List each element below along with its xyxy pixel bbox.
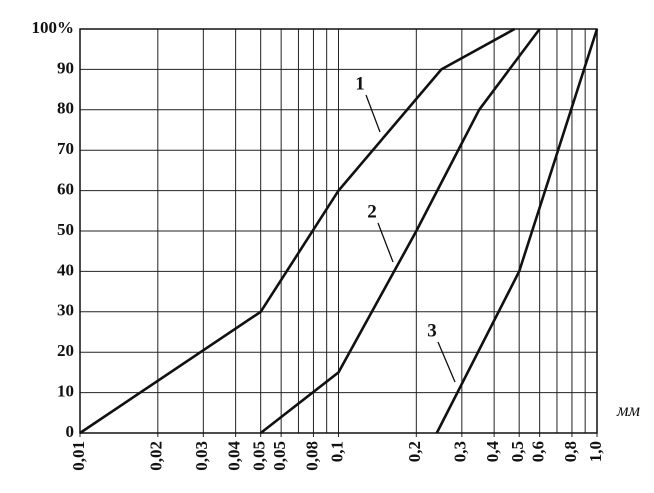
- x-axis-label: мм: [616, 400, 640, 420]
- x-tick-label: 0,03: [192, 441, 211, 471]
- x-tick-label: 0,05: [250, 441, 269, 471]
- x-tick-label: 0,6: [529, 441, 548, 462]
- x-tick-label: 0,2: [405, 441, 424, 462]
- curve: [435, 28, 599, 434]
- x-tick-label: 0,3: [451, 441, 470, 462]
- x-tick-label: 0,02: [147, 441, 166, 471]
- x-tick-label: 0,05: [270, 441, 289, 471]
- plot-frame: [79, 28, 598, 434]
- curve: [259, 28, 541, 435]
- y-tick-label: 100%: [32, 18, 75, 37]
- leader-line: [377, 222, 394, 263]
- x-tick-label: 0,01: [69, 441, 88, 471]
- curve: [79, 27, 516, 435]
- x-tick-label: 1,0: [586, 441, 605, 462]
- y-tick-label: 90: [57, 58, 74, 77]
- y-tick-label: 30: [57, 301, 74, 320]
- y-tick-label: 20: [57, 341, 74, 360]
- y-tick-label: 50: [57, 220, 74, 239]
- x-tick-label: 0,1: [327, 441, 346, 462]
- leader-line: [437, 341, 456, 383]
- y-tick-label: 70: [57, 139, 74, 158]
- curve-label: 2: [367, 201, 377, 222]
- y-tick-label: 40: [57, 260, 74, 279]
- curve-label: 1: [355, 73, 365, 94]
- x-tick-label: 0,08: [302, 441, 321, 471]
- y-tick-label: 80: [57, 99, 74, 118]
- x-tick-label: 0,4: [483, 441, 502, 463]
- y-tick-label: 60: [57, 180, 74, 199]
- x-tick-label: 0,5: [508, 441, 527, 462]
- x-tick-label: 0,8: [561, 441, 580, 462]
- curve-label: 3: [427, 320, 437, 341]
- leader-line: [365, 94, 381, 133]
- y-tick-label: 10: [57, 382, 74, 401]
- y-tick-label: 0: [66, 422, 75, 441]
- x-tick-label: 0,04: [225, 441, 244, 471]
